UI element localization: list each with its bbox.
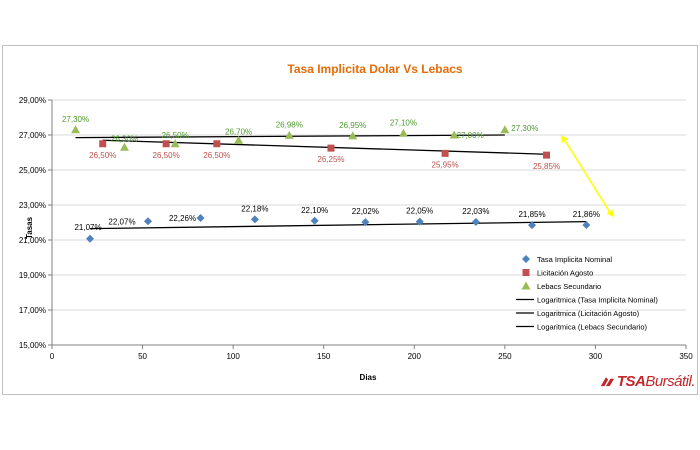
y-tick-label: 15,00% [19, 341, 46, 350]
data-point-triangle [170, 139, 180, 148]
x-tick-label: 50 [138, 352, 147, 361]
data-points [71, 125, 591, 243]
logo-text: TSABursátil. [616, 372, 696, 390]
legend-entry: Logaritmica (Lebacs Secundario) [537, 323, 648, 332]
data-point-diamond [196, 213, 205, 222]
data-label: 22,26% [169, 214, 196, 223]
y-tick-label: 27,00% [19, 131, 46, 140]
data-point-diamond [582, 220, 591, 229]
x-tick-label: 0 [50, 352, 55, 361]
data-label: 22,02% [352, 207, 379, 216]
legend: Tasa Implicita Nominal Licitación Agosto L… [516, 255, 658, 332]
data-label: 26,50% [89, 151, 116, 160]
data-label: 21,86% [573, 210, 600, 219]
y-tick-label: 17,00% [19, 306, 46, 315]
legend-marker-square [522, 269, 530, 276]
legend-marker-triangle [521, 281, 531, 290]
y-tick-label: 29,00% [19, 96, 46, 105]
legend-entry: Logaritmica (Tasa Implicita Nominal) [537, 296, 658, 305]
data-label: 26,30% [111, 134, 138, 143]
data-point-triangle [119, 142, 129, 151]
arrow-head-end [606, 209, 614, 218]
data-point-square [543, 151, 551, 159]
data-point-square [162, 140, 170, 148]
data-point-triangle [449, 130, 459, 139]
data-point-diamond [310, 216, 319, 225]
data-point-diamond [361, 218, 370, 227]
data-point-triangle [284, 130, 294, 139]
chart-area [2, 45, 698, 395]
data-label: 26,50% [162, 131, 189, 140]
x-tick-label: 350 [679, 352, 693, 361]
data-label: 26,50% [153, 151, 180, 160]
data-point-triangle [398, 128, 408, 137]
trendline [90, 220, 587, 230]
data-point-triangle [500, 125, 510, 134]
data-point-diamond [415, 217, 424, 226]
arrow-shaft [563, 138, 612, 214]
axes: 15,00% 17,00% 19,00% 21,00% 23,00% 25,00% 27,0… [19, 96, 693, 361]
y-axis-label: Tasas [25, 216, 34, 239]
data-label: 26,50% [203, 151, 230, 160]
data-point-square [99, 140, 107, 148]
data-label: 27,30% [62, 115, 89, 124]
data-label: 26,95% [339, 121, 366, 130]
arrow-head-start [561, 135, 569, 143]
data-point-diamond [528, 221, 537, 230]
y-tick-label: 21,00% [19, 236, 46, 245]
x-tick-label: 150 [317, 352, 331, 361]
chart-title: Tasa Implicita Dolar Vs Lebacs [287, 62, 463, 76]
data-point-diamond [250, 215, 259, 224]
x-axis-label: Dias [360, 373, 377, 382]
legend-entry: Lebacs Secundario [537, 282, 601, 291]
data-label: 22,05% [406, 207, 433, 216]
legend-entry: Tasa Implicita Nominal [537, 255, 612, 264]
logo-brand-bold: TSA [616, 372, 646, 390]
data-point-square [213, 140, 221, 148]
tsa-bursatil-logo: TSABursátil. [600, 370, 695, 392]
data-label: 26,25% [317, 155, 344, 164]
annotation-arrow [561, 135, 614, 218]
data-point-triangle [234, 135, 244, 144]
data-point-diamond [471, 217, 480, 226]
data-label: 21,07% [74, 223, 101, 232]
data-label: 27,10% [390, 118, 417, 127]
data-label: 22,10% [301, 206, 328, 215]
data-point-square [327, 144, 335, 152]
data-label: 22,03% [462, 207, 489, 216]
data-point-triangle [348, 131, 358, 140]
data-label: 27,00% [457, 131, 484, 140]
logo-brand-light: Bursátil. [645, 372, 695, 390]
legend-entry: Logaritmica (Licitación Agosto) [537, 309, 640, 318]
data-point-square [441, 149, 449, 157]
data-point-diamond [144, 217, 153, 226]
legend-entry: Licitación Agosto [537, 269, 593, 278]
data-label: 27,30% [511, 124, 538, 133]
data-point-diamond [86, 234, 95, 243]
x-tick-label: 250 [498, 352, 512, 361]
data-label: 21,85% [518, 210, 545, 219]
data-label: 22,18% [241, 204, 268, 213]
x-tick-label: 300 [589, 352, 603, 361]
x-tick-label: 100 [226, 352, 240, 361]
data-label: 22,07% [108, 217, 135, 226]
y-tick-label: 25,00% [19, 166, 46, 175]
x-tick-label: 200 [408, 352, 422, 361]
data-label: 26,70% [225, 127, 252, 136]
logo-swoosh-icon [600, 377, 615, 387]
legend-marker-diamond [522, 255, 530, 263]
data-label: 26,98% [276, 120, 303, 129]
data-label: 25,85% [533, 162, 560, 171]
y-tick-label: 19,00% [19, 271, 46, 280]
y-tick-label: 23,00% [19, 201, 46, 210]
data-label: 25,95% [432, 160, 459, 169]
data-labels: 21,07% 22,07% 22,26% 22,18% 22,10% 22,02% 22,0… [62, 115, 600, 232]
data-point-triangle [71, 125, 81, 134]
